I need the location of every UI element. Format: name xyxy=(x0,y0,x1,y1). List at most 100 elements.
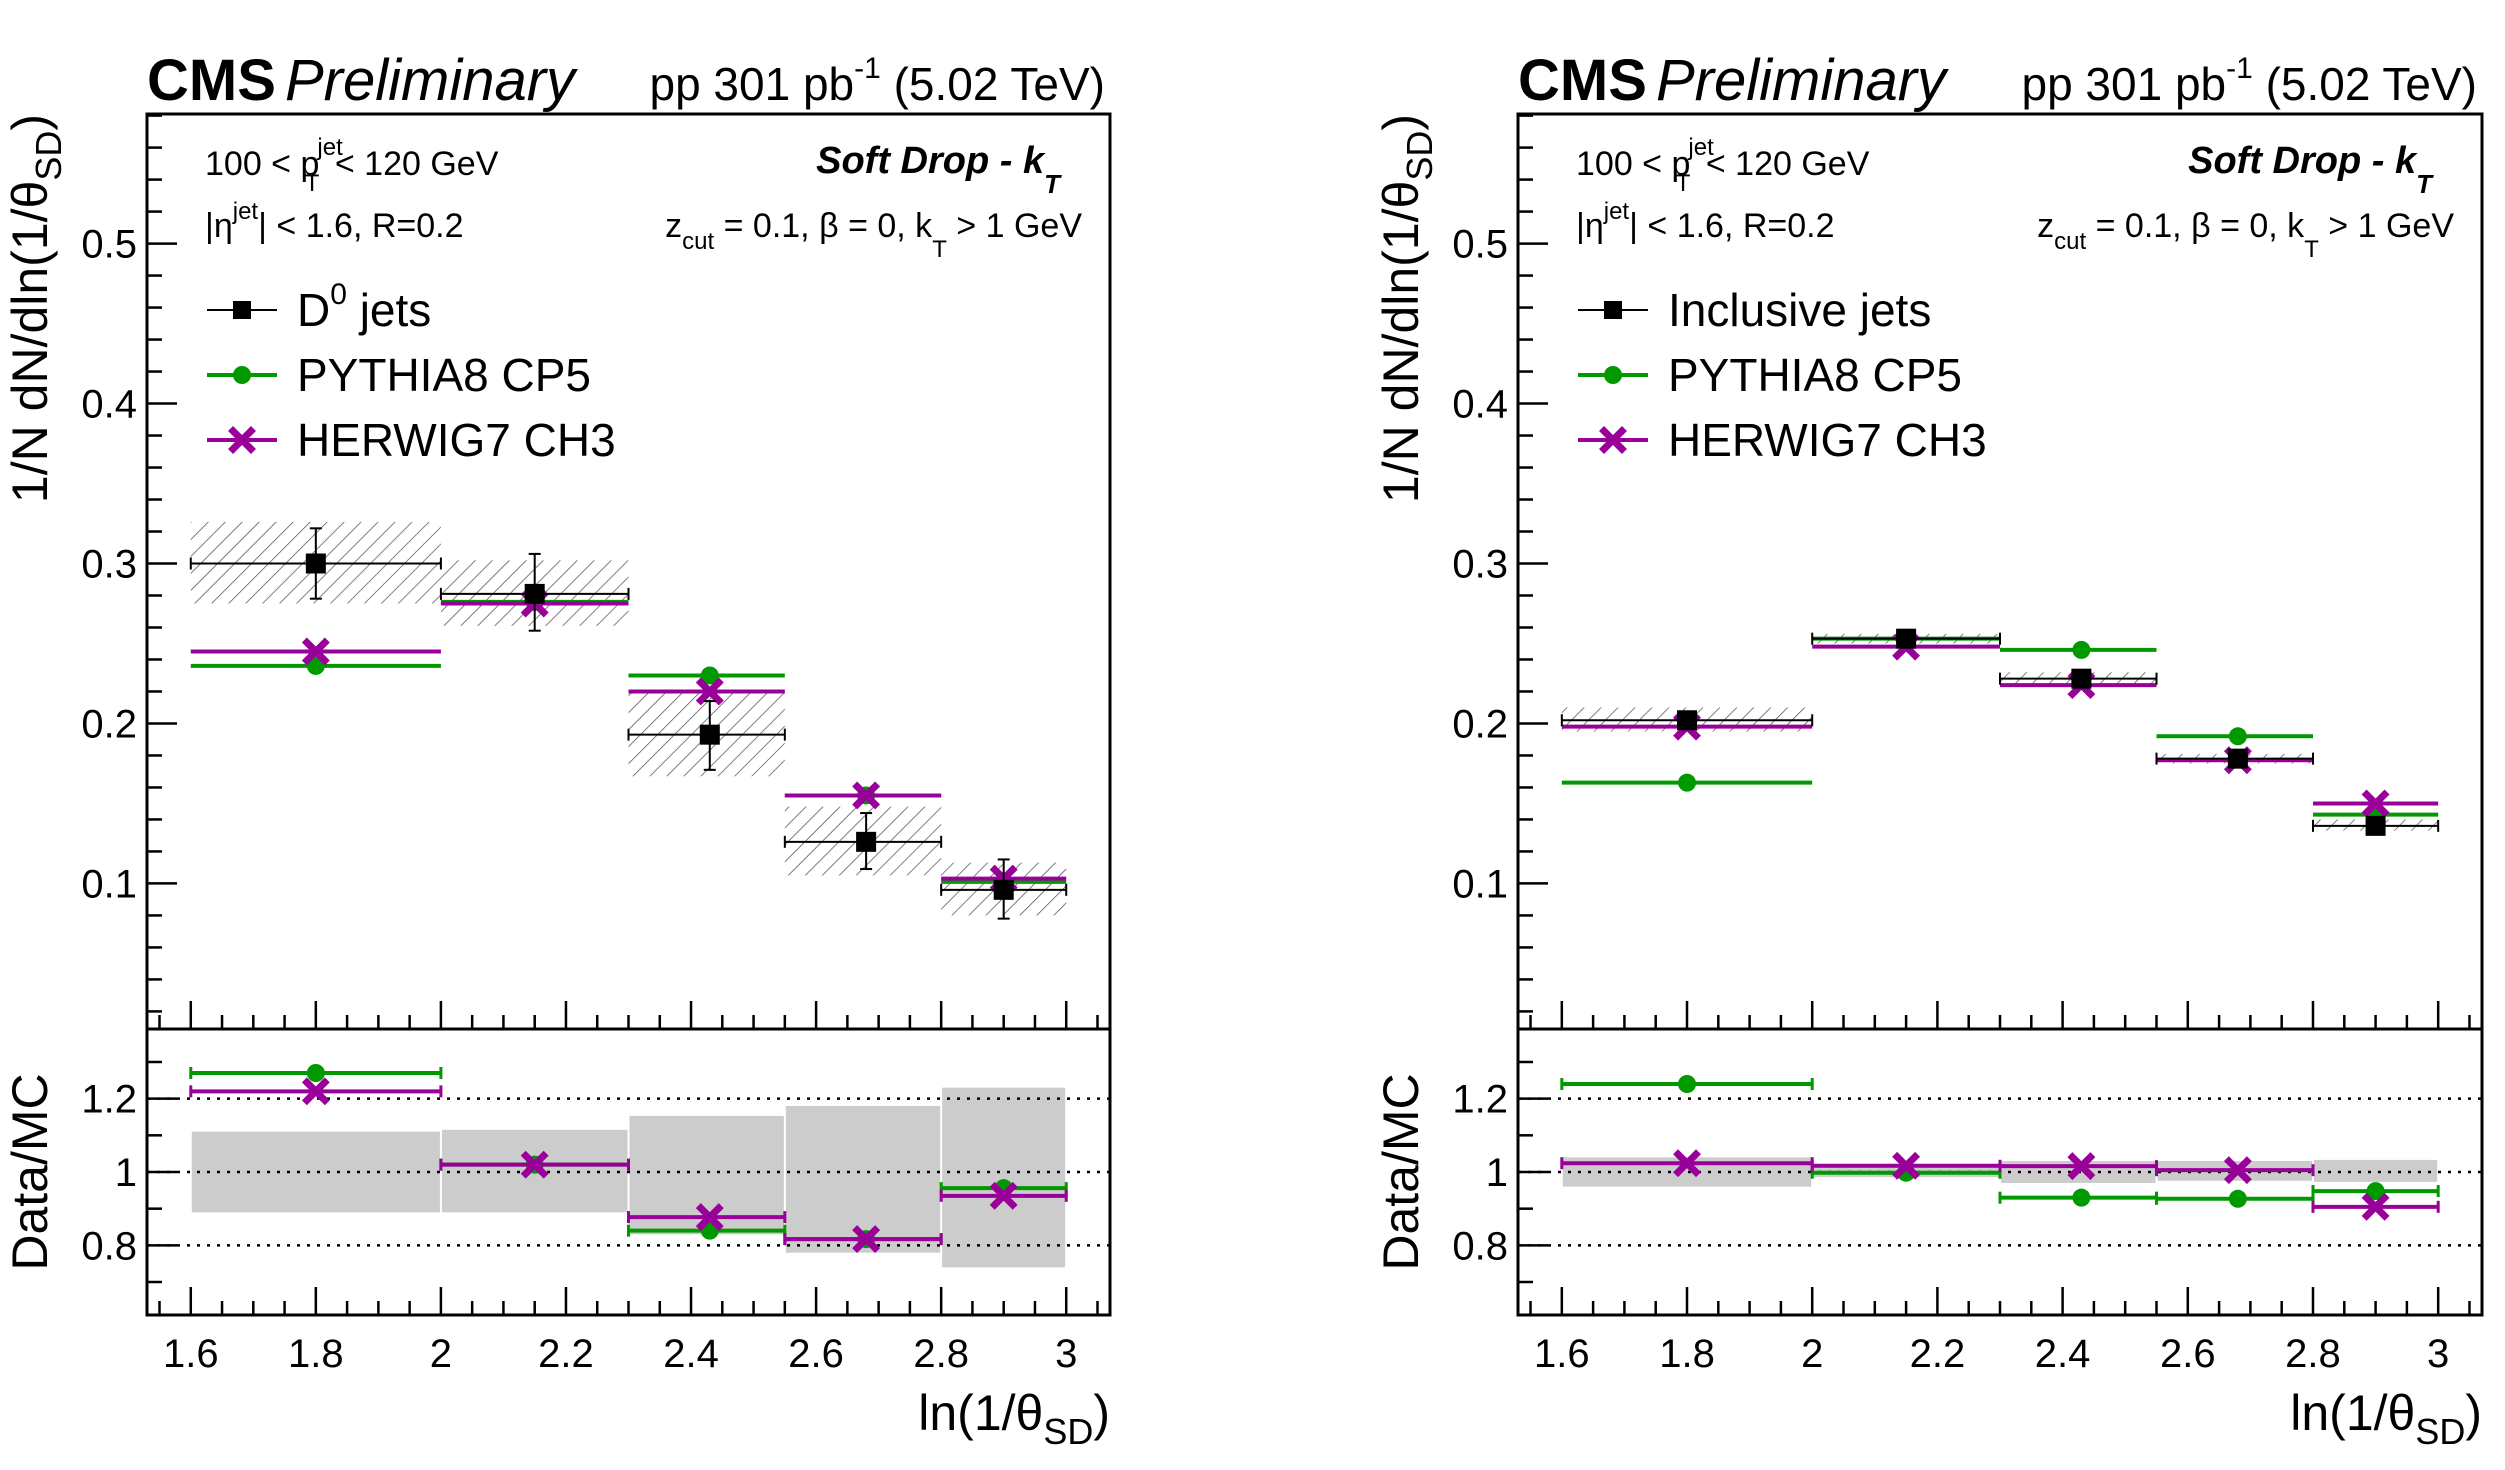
x-tick-label: 1.8 xyxy=(288,1332,344,1376)
x-tick-label: 2.2 xyxy=(538,1332,594,1376)
legend-entry: D0 jets xyxy=(207,278,431,336)
data-point xyxy=(993,879,1014,900)
lumi-label: pp 301 pb-1 (5.02 TeV) xyxy=(649,52,1105,110)
data-point xyxy=(2227,748,2248,769)
legend-label: HERWIG7 CH3 xyxy=(1668,414,1987,466)
ratio-y-tick-label: 1.2 xyxy=(1452,1078,1508,1122)
data-point xyxy=(1896,628,1917,649)
data-point xyxy=(2228,727,2247,746)
ratio-axis-label: Data/MC xyxy=(1373,1073,1429,1270)
data-point xyxy=(2361,1192,2390,1221)
y-axis-label: 1/N dN/dln(1/θSD) xyxy=(2,114,69,503)
x-axis-label: ln(1/θSD) xyxy=(2290,1385,2482,1452)
legend-entry: HERWIG7 CH3 xyxy=(207,414,616,466)
y-tick-label: 0.5 xyxy=(1452,223,1508,267)
data-point xyxy=(2072,640,2091,659)
data-point xyxy=(1599,426,1627,454)
left-panel: CMS Preliminary pp 301 pb-1 (5.02 TeV) 0.1 0… xyxy=(2,48,1112,1452)
y-tick-label: 0.3 xyxy=(1452,543,1508,587)
x-tick-label: 3 xyxy=(1055,1332,1077,1376)
y-tick-label: 0.5 xyxy=(81,223,137,267)
data-point xyxy=(695,677,724,706)
x-tick-label: 2.4 xyxy=(2035,1332,2091,1376)
data-point xyxy=(306,1064,325,1082)
x-tick-label: 2.4 xyxy=(663,1332,719,1376)
x-tick-label: 3 xyxy=(2427,1332,2449,1376)
soft-drop-title: Soft Drop - kT xyxy=(816,140,1062,199)
data-point xyxy=(520,1150,549,1179)
ratio-axis-label: Data/MC xyxy=(2,1073,58,1270)
legend-label: Inclusive jets xyxy=(1668,284,1931,336)
data-point xyxy=(852,1225,881,1254)
legend-entry: HERWIG7 CH3 xyxy=(1578,414,1987,466)
y-tick-label: 0.3 xyxy=(81,543,137,587)
data-point xyxy=(695,1203,724,1232)
data-point xyxy=(989,1181,1018,1210)
x-tick-label: 2 xyxy=(1801,1332,1823,1376)
legend-label: PYTHIA8 CP5 xyxy=(1668,349,1962,401)
y-tick-label: 0.4 xyxy=(81,383,137,427)
data-point xyxy=(2071,668,2092,689)
data-point xyxy=(233,301,251,319)
data-point xyxy=(856,831,877,852)
preliminary-label: Preliminary xyxy=(285,48,578,113)
x-tick-label: 1.6 xyxy=(1534,1332,1590,1376)
legend-label: HERWIG7 CH3 xyxy=(297,414,616,466)
data-point xyxy=(852,781,881,810)
data-point xyxy=(524,583,545,604)
data-point xyxy=(1892,1151,1921,1180)
right-panel: CMS Preliminary pp 301 pb-1 (5.02 TeV) 0.1 0… xyxy=(1373,48,2484,1452)
data-point xyxy=(1673,1149,1701,1178)
y-tick-label: 0.1 xyxy=(1452,862,1508,906)
soft-drop-title: Soft Drop - kT xyxy=(2188,140,2434,199)
ratio-syst-band xyxy=(2313,1159,2438,1182)
data-point xyxy=(1678,1075,1697,1093)
x-tick-label: 2.8 xyxy=(913,1332,969,1376)
pt-range-label: 100 < pjet T < 120 GeV xyxy=(1576,134,1870,197)
y-tick-label: 0.4 xyxy=(1452,383,1508,427)
data-point xyxy=(1678,773,1697,792)
legend-entry: PYTHIA8 CP5 xyxy=(1578,349,1962,401)
x-tick-label: 2.6 xyxy=(788,1332,844,1376)
soft-drop-params: zcut = 0.1, β = 0, kT > 1 GeV xyxy=(2037,207,2454,263)
ratio-y-tick-label: 0.8 xyxy=(1452,1224,1508,1268)
data-point xyxy=(1604,366,1622,384)
eta-cut-label: |ηjet| < 1.6, R=0.2 xyxy=(1576,198,1835,245)
x-tick-label: 2.8 xyxy=(2285,1332,2341,1376)
data-point xyxy=(301,637,330,666)
cms-label: CMS xyxy=(1518,48,1647,113)
cms-label: CMS xyxy=(147,48,276,113)
data-point xyxy=(2361,789,2390,818)
pt-range-label: 100 < pjet T < 120 GeV xyxy=(205,134,499,197)
data-point xyxy=(233,366,251,384)
preliminary-label: Preliminary xyxy=(1656,48,1949,113)
data-point xyxy=(1677,710,1698,731)
lumi-label: pp 301 pb-1 (5.02 TeV) xyxy=(2021,52,2477,110)
data-point xyxy=(228,426,256,454)
data-point xyxy=(2067,1152,2096,1181)
legend-entry: Inclusive jets xyxy=(1578,284,1931,336)
y-tick-label: 0.2 xyxy=(81,702,137,746)
ratio-y-tick-label: 1 xyxy=(115,1151,137,1195)
ratio-y-tick-label: 1 xyxy=(1486,1151,1508,1195)
soft-drop-params: zcut = 0.1, β = 0, kT > 1 GeV xyxy=(665,207,1082,263)
x-axis-label: ln(1/θSD) xyxy=(918,1385,1110,1452)
ratio-syst-band xyxy=(785,1106,941,1253)
data-point xyxy=(699,724,720,745)
ratio-y-tick-label: 1.2 xyxy=(81,1078,137,1122)
data-point xyxy=(2228,1189,2247,1208)
y-tick-label: 0.1 xyxy=(81,862,137,906)
x-tick-label: 1.6 xyxy=(163,1332,219,1376)
legend-entry: PYTHIA8 CP5 xyxy=(207,349,591,401)
x-tick-label: 1.8 xyxy=(1659,1332,1715,1376)
data-point xyxy=(2366,1182,2385,1201)
x-tick-label: 2.2 xyxy=(1910,1332,1966,1376)
data-point xyxy=(2365,815,2386,836)
top-panel-frame xyxy=(1516,112,2484,1031)
data-point xyxy=(1604,301,1622,319)
ratio-y-tick-label: 0.8 xyxy=(81,1224,137,1268)
data-point xyxy=(306,656,325,675)
legend-label: PYTHIA8 CP5 xyxy=(297,349,591,401)
x-tick-label: 2 xyxy=(430,1332,452,1376)
